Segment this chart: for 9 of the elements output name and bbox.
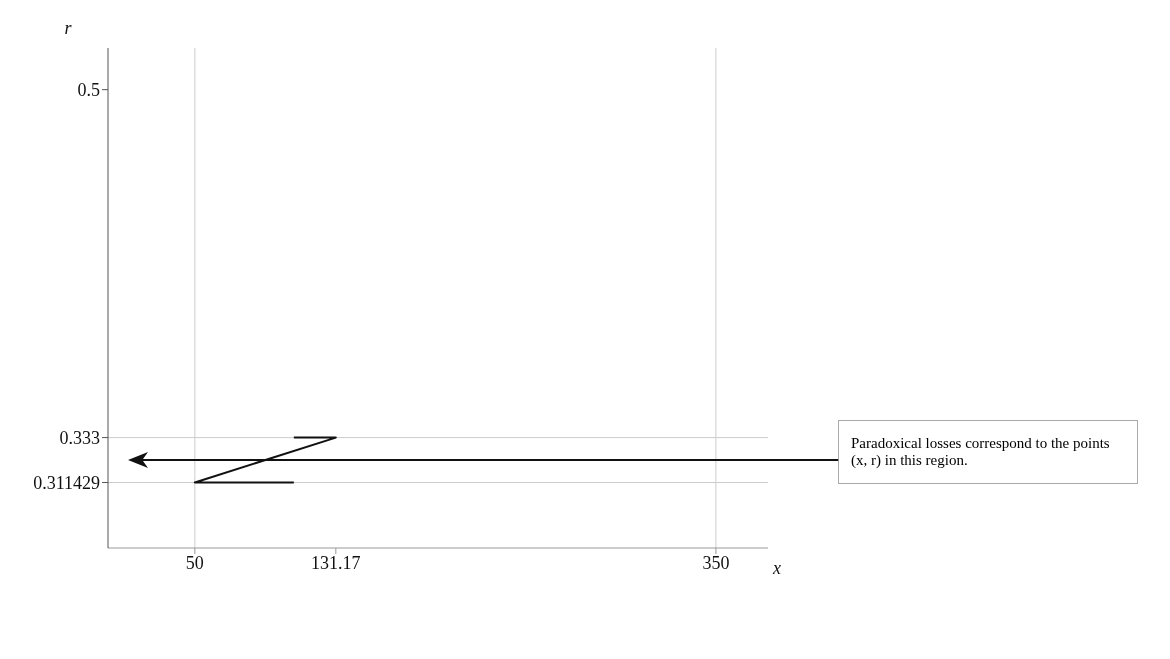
- x-tick-label: 50: [185, 552, 204, 573]
- y-tick-label: 0.333: [59, 427, 100, 448]
- x-tick-label: 131.17: [311, 552, 361, 573]
- text: Paradoxical losses correspond to the points (x, r) in this region.: [838, 420, 1138, 485]
- x-tick-label: 350: [702, 552, 730, 573]
- x-axis-title: x: [772, 558, 781, 579]
- y-axis-title: r: [64, 18, 73, 38]
- y-tick-label: 0.311429: [33, 472, 100, 493]
- y-tick-label: 0.5: [77, 80, 100, 101]
